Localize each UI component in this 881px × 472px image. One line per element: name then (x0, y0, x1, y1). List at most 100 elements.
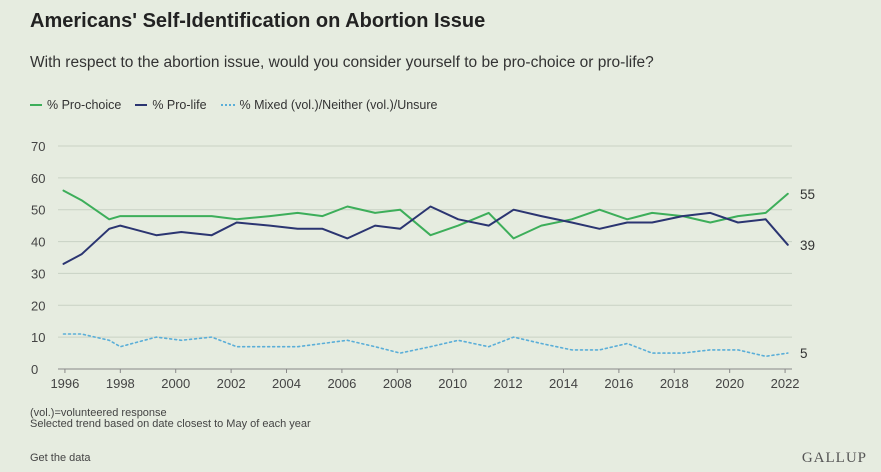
data-point-pro-choice (374, 212, 376, 214)
footnote-vol: (vol.)=volunteered response (30, 407, 167, 419)
data-point-pro-choice (512, 237, 514, 239)
legend-item-pro-life[interactable]: % Pro-life (135, 98, 207, 112)
data-point-mixed (80, 333, 82, 335)
data-point-mixed (374, 346, 376, 348)
data-point-mixed (399, 352, 401, 354)
data-point-pro-choice (764, 212, 766, 214)
data-point-pro-choice (80, 199, 82, 201)
x-tick-label: 2022 (771, 376, 800, 391)
data-point-mixed (651, 352, 653, 354)
data-point-mixed (155, 336, 157, 338)
data-point-mixed (296, 346, 298, 348)
legend-swatch-pro-choice (30, 104, 42, 106)
data-point-mixed (512, 336, 514, 338)
end-label-pro-life: 39 (800, 238, 815, 253)
legend-item-pro-choice[interactable]: % Pro-choice (30, 98, 121, 112)
data-point-pro-choice (399, 209, 401, 211)
x-tick-label: 2016 (604, 376, 633, 391)
data-point-pro-choice (429, 234, 431, 236)
data-point-mixed (211, 336, 213, 338)
x-tick-label: 2004 (272, 376, 301, 391)
legend-label-mixed: % Mixed (vol.)/Neither (vol.)/Unsure (239, 98, 438, 112)
data-point-mixed (681, 352, 683, 354)
series-line-mixed[interactable] (62, 333, 789, 358)
data-point-pro-life (374, 224, 376, 226)
x-tick-label: 2000 (161, 376, 190, 391)
data-point-mixed (737, 349, 739, 351)
data-point-pro-life (681, 215, 683, 217)
data-point-pro-choice (709, 221, 711, 223)
data-point-mixed (346, 339, 348, 341)
data-point-pro-choice (626, 218, 628, 220)
data-point-pro-choice (235, 218, 237, 220)
data-point-pro-life (235, 221, 237, 223)
data-point-pro-choice (737, 215, 739, 217)
data-point-mixed (457, 339, 459, 341)
x-tick-label: 1998 (106, 376, 135, 391)
end-labels: 55 39 5 (800, 187, 815, 361)
data-point-pro-choice (108, 218, 110, 220)
data-point-pro-choice (457, 224, 459, 226)
data-point-mixed (626, 342, 628, 344)
chart-legend: % Pro-choice % Pro-life % Mixed (vol.)/N… (30, 98, 438, 112)
legend-item-mixed[interactable]: % Mixed (vol.)/Neither (vol.)/Unsure (220, 98, 438, 112)
footnote-trend: Selected trend based on date closest to … (30, 418, 311, 430)
y-axis-ticks: 0 10 20 30 40 50 60 70 (31, 139, 45, 377)
y-tick-label: 0 (31, 362, 38, 377)
data-point-mixed (235, 346, 237, 348)
data-point-pro-choice (296, 212, 298, 214)
data-point-pro-choice (787, 193, 789, 195)
data-point-mixed (764, 355, 766, 357)
legend-label-pro-life: % Pro-life (152, 98, 207, 112)
data-point-mixed (598, 349, 600, 351)
data-point-pro-life (709, 212, 711, 214)
x-tick-label: 2020 (715, 376, 744, 391)
data-point-pro-life (764, 218, 766, 220)
data-point-pro-choice (571, 218, 573, 220)
grid-lines (58, 145, 792, 370)
data-point-pro-life (321, 228, 323, 230)
data-point-pro-life (651, 221, 653, 223)
data-point-mixed (108, 339, 110, 341)
series-line-pro-life[interactable] (62, 205, 789, 265)
x-tick-label: 2010 (438, 376, 467, 391)
legend-swatch-pro-life (135, 104, 148, 106)
data-point-pro-choice (598, 209, 600, 211)
x-tick-label: 2014 (549, 376, 578, 391)
data-point-pro-choice (211, 215, 213, 217)
data-point-pro-life (540, 215, 542, 217)
data-point-pro-life (296, 228, 298, 230)
data-point-pro-life (399, 228, 401, 230)
data-point-mixed (787, 352, 789, 354)
x-axis-ticks: 1996 1998 2000 2002 2004 2006 2008 2010 2012 2014… (50, 369, 800, 391)
data-point-pro-life (180, 231, 182, 233)
data-point-mixed (540, 342, 542, 344)
data-point-pro-life (571, 221, 573, 223)
x-tick-label: 2002 (217, 376, 246, 391)
data-point-mixed (709, 349, 711, 351)
data-point-pro-choice (62, 189, 64, 191)
x-tick-label: 1996 (50, 376, 79, 391)
data-point-mixed (571, 349, 573, 351)
series-lines (62, 189, 789, 358)
data-point-pro-life (512, 209, 514, 211)
data-point-pro-life (488, 224, 490, 226)
data-point-pro-life (119, 224, 121, 226)
y-tick-label: 40 (31, 235, 45, 250)
y-tick-label: 50 (31, 203, 45, 218)
data-point-mixed (269, 346, 271, 348)
series-line-pro-choice[interactable] (62, 189, 789, 240)
get-data-link[interactable]: Get the data (30, 452, 91, 464)
data-point-mixed (180, 339, 182, 341)
x-tick-label: 2008 (383, 376, 412, 391)
footnote: (vol.)=volunteered response Selected tre… (30, 408, 311, 430)
data-point-mixed (488, 346, 490, 348)
y-tick-label: 10 (31, 330, 45, 345)
data-point-pro-choice (180, 215, 182, 217)
data-point-pro-life (80, 253, 82, 255)
data-point-mixed (321, 342, 323, 344)
x-tick-label: 2006 (327, 376, 356, 391)
legend-swatch-mixed (220, 104, 235, 106)
data-point-mixed (429, 346, 431, 348)
